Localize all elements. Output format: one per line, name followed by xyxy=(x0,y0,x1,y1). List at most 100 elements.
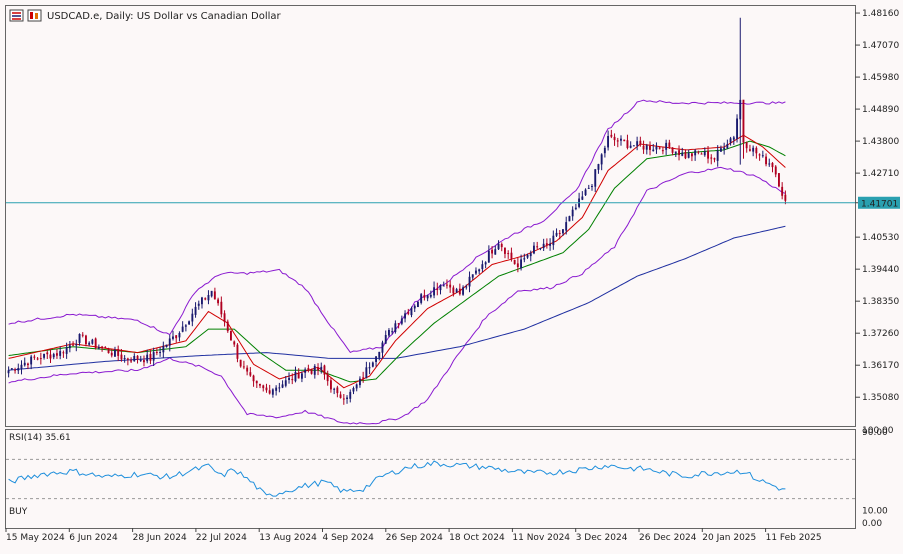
candle xyxy=(146,349,149,364)
candle-body xyxy=(36,358,39,360)
candle xyxy=(268,384,271,395)
candle-body xyxy=(136,355,139,360)
candle-body xyxy=(597,164,600,170)
candle-body xyxy=(626,140,629,148)
candle xyxy=(223,310,226,327)
candle-body xyxy=(236,344,239,359)
candle xyxy=(217,297,219,306)
candle xyxy=(378,351,381,361)
candle-body xyxy=(726,144,729,149)
candle xyxy=(56,349,58,359)
candle-body xyxy=(774,166,777,175)
candle xyxy=(349,389,352,403)
candle xyxy=(233,340,236,347)
candle xyxy=(571,206,574,221)
candle xyxy=(549,238,551,251)
x-tick-label: 4 Sep 2024 xyxy=(323,533,375,543)
candle-body xyxy=(242,366,245,368)
candle-body xyxy=(297,372,300,379)
candle xyxy=(220,296,223,318)
candle-body xyxy=(346,397,348,399)
rsi-plot-frame xyxy=(5,429,856,529)
y-tick-label: 1.42710 xyxy=(862,169,899,179)
candle xyxy=(371,361,374,368)
candle xyxy=(346,395,348,404)
candle-body xyxy=(555,232,558,236)
rsi-line xyxy=(8,460,786,497)
candle-body xyxy=(768,163,771,165)
candle xyxy=(320,362,323,374)
candle xyxy=(674,151,677,157)
symbol-title: USDCAD.e, Daily: US Dollar vs Canadian D… xyxy=(47,11,281,22)
candle-body xyxy=(771,162,774,168)
candle-body xyxy=(368,367,371,369)
candle xyxy=(487,245,490,263)
candle-body xyxy=(591,186,593,187)
candle xyxy=(384,330,387,345)
candle xyxy=(742,99,745,159)
candle xyxy=(671,147,674,156)
chart-window-icon[interactable] xyxy=(9,9,24,22)
candle-body xyxy=(323,365,326,375)
current-price-label: 1.41701 xyxy=(861,199,898,209)
candle xyxy=(636,136,639,151)
candle xyxy=(500,242,503,252)
candle xyxy=(446,279,448,289)
rsi-label: RSI(14) 35.61 xyxy=(9,433,71,443)
candle-body xyxy=(778,173,780,187)
candle-body xyxy=(184,325,187,327)
candle xyxy=(323,364,326,380)
candle-body xyxy=(707,150,709,159)
candle xyxy=(513,259,516,265)
y-tick-label: 1.43800 xyxy=(862,137,899,147)
candle xyxy=(655,142,658,154)
candle-body xyxy=(732,137,735,140)
candle xyxy=(175,335,178,343)
candle xyxy=(736,114,738,143)
candle xyxy=(85,334,87,347)
candle-body xyxy=(149,354,152,361)
x-tick-label: 20 Jan 2025 xyxy=(702,533,756,543)
candle-body xyxy=(481,264,484,270)
candle-body xyxy=(687,153,690,158)
candle-body xyxy=(14,369,16,371)
x-tick-label: 26 Sep 2024 xyxy=(386,533,443,543)
candle xyxy=(330,377,332,393)
candle xyxy=(565,216,568,235)
candle xyxy=(304,367,307,378)
candle-body xyxy=(584,189,587,196)
candle xyxy=(784,190,787,205)
candle-body xyxy=(284,380,287,386)
candle xyxy=(626,134,629,150)
candle-body xyxy=(362,377,365,379)
candle xyxy=(710,154,713,165)
candle xyxy=(152,347,155,366)
candle-body xyxy=(114,349,116,357)
candle-body xyxy=(281,384,284,388)
candle xyxy=(410,306,413,318)
candle xyxy=(413,304,416,312)
candle-body xyxy=(458,288,461,295)
candle-body xyxy=(359,378,361,386)
candle xyxy=(542,238,545,251)
candle-body xyxy=(536,246,539,248)
candle xyxy=(178,331,181,342)
candle xyxy=(504,247,506,259)
candle-body xyxy=(491,249,493,254)
candles-toggle-icon[interactable] xyxy=(27,9,42,22)
candle xyxy=(400,315,403,326)
candle-body xyxy=(159,352,161,353)
candle xyxy=(339,391,342,399)
candle-body xyxy=(533,245,535,254)
candle-body xyxy=(504,247,506,254)
candle xyxy=(739,17,742,165)
candle xyxy=(645,143,648,155)
candle xyxy=(97,344,100,350)
candle xyxy=(104,346,107,349)
candle-body xyxy=(745,142,748,149)
candle xyxy=(449,280,452,293)
candle-body xyxy=(449,284,452,288)
candle xyxy=(239,359,242,368)
